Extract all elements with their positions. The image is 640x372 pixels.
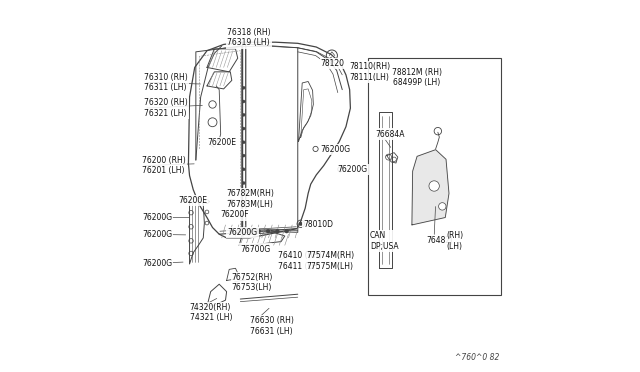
Text: 76752(RH)
76753(LH): 76752(RH) 76753(LH) — [232, 273, 273, 292]
Text: 76200G: 76200G — [142, 213, 172, 222]
Circle shape — [276, 230, 279, 233]
Text: 76318 (RH)
76319 (LH): 76318 (RH) 76319 (LH) — [227, 28, 271, 48]
Text: 76200 (RH)
76201 (LH): 76200 (RH) 76201 (LH) — [142, 156, 186, 175]
Text: 76482J: 76482J — [427, 236, 453, 246]
Text: 74320(RH)
74321 (LH): 74320(RH) 74321 (LH) — [189, 303, 232, 323]
Text: 76200E: 76200E — [179, 196, 207, 205]
Text: 78120: 78120 — [321, 59, 345, 68]
Text: CAN
DP;USA: CAN DP;USA — [370, 231, 399, 251]
Text: 76200G: 76200G — [338, 165, 368, 174]
Text: 76200G: 76200G — [320, 145, 350, 154]
Text: 78812M (RH)
68499P (LH): 78812M (RH) 68499P (LH) — [392, 68, 442, 87]
Circle shape — [242, 113, 245, 116]
Circle shape — [242, 182, 245, 185]
Circle shape — [242, 86, 245, 89]
Text: (RH)
(LH): (RH) (LH) — [447, 231, 464, 251]
Text: 76320 (RH)
76321 (LH): 76320 (RH) 76321 (LH) — [144, 99, 188, 118]
Circle shape — [242, 168, 245, 171]
Text: 76200G: 76200G — [227, 228, 257, 237]
Text: 76782M(RH)
76783M(LH): 76782M(RH) 76783M(LH) — [226, 189, 274, 209]
Text: 76200F: 76200F — [220, 211, 248, 219]
Circle shape — [242, 141, 245, 144]
Text: 76200E: 76200E — [207, 138, 236, 147]
Text: 78110(RH)
78111(LH): 78110(RH) 78111(LH) — [349, 62, 391, 81]
Text: 77574M(RH)
77575M(LH): 77574M(RH) 77575M(LH) — [306, 251, 354, 270]
Text: ^760^0 82: ^760^0 82 — [456, 353, 500, 362]
Bar — [368, 58, 501, 295]
Circle shape — [429, 181, 439, 191]
Text: 76410 (RH)
76411 (LH): 76410 (RH) 76411 (LH) — [278, 251, 323, 270]
Circle shape — [285, 230, 289, 233]
Circle shape — [438, 203, 446, 210]
Circle shape — [242, 100, 245, 103]
Circle shape — [242, 127, 245, 130]
Text: 76630 (RH)
76631 (LH): 76630 (RH) 76631 (LH) — [250, 317, 294, 336]
Text: 76200G: 76200G — [142, 259, 172, 268]
Circle shape — [229, 230, 233, 233]
Text: 76200G: 76200G — [142, 230, 172, 239]
Circle shape — [248, 230, 252, 233]
Polygon shape — [412, 150, 449, 225]
Circle shape — [266, 230, 270, 233]
Text: 76700G: 76700G — [240, 244, 271, 253]
Text: 78010D: 78010D — [303, 221, 333, 230]
Text: 76310 (RH)
76311 (LH): 76310 (RH) 76311 (LH) — [144, 73, 188, 92]
Circle shape — [299, 222, 303, 226]
Circle shape — [257, 230, 260, 233]
Circle shape — [239, 230, 242, 233]
Text: 76684A: 76684A — [375, 129, 404, 139]
Circle shape — [242, 154, 245, 157]
